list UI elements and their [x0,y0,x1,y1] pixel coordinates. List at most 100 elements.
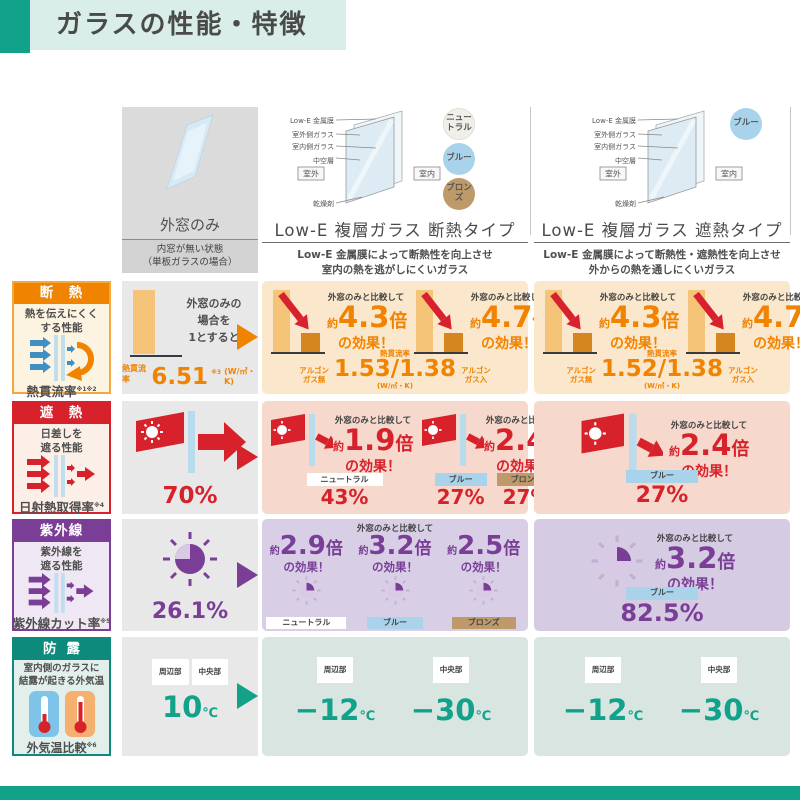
effect-block: 外窓のみと比較して 約4.3倍 の効果！ [262,288,408,360]
arrow-right-icon [237,324,258,350]
gas-with-label: アルゴン ガス入 [460,366,491,385]
sun-pie-icon [292,576,321,605]
uv-row-shading-panel: 外窓のみと比較して 約3.2倍 の効果！ ブルー 82.5% [534,519,790,631]
sun-pie-icon [163,532,217,586]
sun-block-icon [26,455,97,498]
diagram-label-outside: 室外 [303,169,319,179]
diagram-label-outer-glass: 室外側ガラス [292,130,334,139]
baseline-ground-line [130,355,182,357]
u-value-group: 熱貫流率 アルゴン ガス無 1.52/1.38 (W/㎡・K) アルゴン ガス入 [566,349,758,390]
color-variant-legend: ブルー [730,108,762,140]
diagram-label-lowe-film: Low-E 金属膜 [290,116,334,125]
u-value: 1.52/1.38 [601,356,723,383]
condensation-row-shading-panel: 周辺部 −12℃ 中央部 −30℃ [534,637,790,756]
diagram-label-lowe-film: Low-E 金属膜 [592,116,636,125]
diagram-label-inside: 室内 [721,169,737,179]
baseline-column-illustration: 外窓のみ [122,107,258,239]
row-desc-shading: 日差しを 遮る性能 [40,428,83,455]
title-accent-square [0,0,30,53]
divider [534,242,790,243]
shading-column-title: Low-E 複層ガラス 遮熱タイプ [541,221,783,240]
shading-row-thermal-panel: 外窓のみと比較して 約1.9倍 の効果！ ニュートラル 43% [262,401,564,514]
temperature-value: −12℃ [294,692,376,727]
variant-result: ブロンズ 64.2% [439,610,528,631]
shading-type-column-header: Low-E 金属膜 室外側ガラス 室内側ガラス 中空層 室外 室内 乾燥剤 ブル… [534,105,790,276]
single-glass-pane-icon [166,114,214,190]
edge-badge: 周辺部 [584,657,622,683]
row-title-shading: 遮 熱 [14,403,109,424]
uv-cut-value: 26.1% [151,599,229,624]
row-label-uv: 紫外線 紫外線を 遮る性能 紫外線カット率※5 [12,519,111,631]
row-label-insulation: 断 熱 熱を伝えにくく する性能 熱貫流率※1※2 [12,281,111,399]
variant-badge-blue: ブルー [626,586,698,600]
temperature-value: −30℃ [410,692,492,727]
shading-row-shading-panel: 外窓のみと比較して 約2.4倍 の効果！ ブルー 27% [534,401,790,514]
variant-badge-blue: ブルー [626,469,698,483]
diagram-label-air-layer: 中空層 [615,156,636,165]
diagram-label-desiccant: 乾燥剤 [615,199,636,208]
legend-circle-neutral: ニュー トラル [443,108,475,140]
sun-deflect-icon [271,414,333,466]
thermometer-icon [27,689,97,739]
divider [122,239,258,240]
double-glazing-diagram: Low-E 金属膜 室外側ガラス 室内側ガラス 中空層 室外 室内 乾燥剤 [290,110,441,208]
variant-value: 27% [436,485,485,509]
effect-factor: 約3.2倍 [358,531,432,561]
diagram-label-outer-glass: 室外側ガラス [594,130,636,139]
u-value-unit: (W/㎡・K) [376,382,414,390]
insulation-type-column-header: Low-E 金属膜 室外側ガラス 室内側ガラス 中空層 室外 室内 乾燥剤 ニュ… [262,105,528,276]
metric-name: 日射熱取得率※4 [18,500,105,516]
effect-factor: 約2.9倍 [269,531,343,561]
variant-value: 76.1% [262,629,351,631]
variant-badge-blue: ブルー [367,617,423,629]
effect-block: 約2.9倍 の効果！ ニュートラル 76.1% [262,519,351,631]
row-title-condensation: 防露 [14,639,109,660]
temperature-value: −30℃ [678,692,760,727]
gas-with-label: アルゴン ガス入 [727,366,758,385]
row-title-uv: 紫外線 [14,521,109,542]
arrow-right-icon [237,444,258,470]
variant-badge-bronze: ブロンズ [451,617,516,629]
sun-deflect-icon [422,414,484,466]
insulation-row-shading-panel: 外窓のみと比較して 約4.3倍 の効果！ 外窓のみと比較して 約4.7倍 の効果… [534,281,800,394]
metric-name: 紫外線カット率※5 [12,616,111,632]
effect-factor: 約4.3倍 [327,300,408,334]
divider [262,242,528,243]
diagram-label-inner-glass: 室内側ガラス [594,142,636,151]
center-temperature-group: 中央部 −30℃ [664,657,774,725]
effect-factor: 約2.4倍 [669,428,750,462]
center-badge: 中央部 [700,657,738,683]
effect-block: 外窓のみと比較して 約2.4倍 の効果！ ブルー 27% ブロンズ 27% [413,401,564,514]
variant-badge-blue: ブルー [434,473,487,486]
diagram-label-air-layer: 中空層 [313,156,334,165]
center-badge: 中央部 [191,659,228,685]
variant-result: ニュートラル 76.1% [262,610,351,631]
title-band [30,0,346,50]
u-value: 1.53/1.38 [334,356,456,383]
variant-value: 82.5% [351,629,440,631]
bar-drop-icon [543,290,597,354]
footer-accent-bar [0,786,800,800]
effect-factor: 約1.9倍 [333,423,414,457]
variant-result: ブルー 27% [434,467,487,509]
double-glazing-diagram: Low-E 金属膜 室外側ガラス 室内側ガラス 中空層 室外 室内 乾燥剤 [592,110,743,208]
effect-block: 外窓のみと比較して 約4.3倍 の効果！ [534,288,679,360]
effect-block: 外窓のみと比較して 約4.7倍 の効果！ [677,288,800,360]
sun-pie-icon [380,576,410,605]
condensation-row-thermal-panel: 周辺部 −12℃ 中央部 −30℃ [262,637,528,756]
baseline-column-note: 内窓が無い状態 （単板ガラスの場合） [122,240,258,273]
effect-block: 約2.5倍 の効果！ ブロンズ 64.2% [439,519,528,631]
legend-circle-bronze: ブロンズ [443,178,475,210]
row-desc-insulation: 熱を伝えにくく する性能 [24,308,99,335]
baseline-cell-shading: 70% [122,401,258,514]
diagram-label-inside: 室内 [419,169,435,179]
gas-without-label: アルゴン ガス無 [566,366,597,385]
variant-result: ニュートラル 43% [306,467,383,509]
row-desc-condensation: 室内側のガラスに 結露が起きる外気温 [18,663,105,687]
baseline-column-title: 外窓のみ [159,216,220,234]
color-variant-legend: ニュー トラル ブルー ブロンズ [443,108,475,210]
arrow-right-icon [237,562,258,588]
row-title-insulation: 断 熱 [14,283,109,304]
effect-factor: 約2.5倍 [447,531,521,561]
